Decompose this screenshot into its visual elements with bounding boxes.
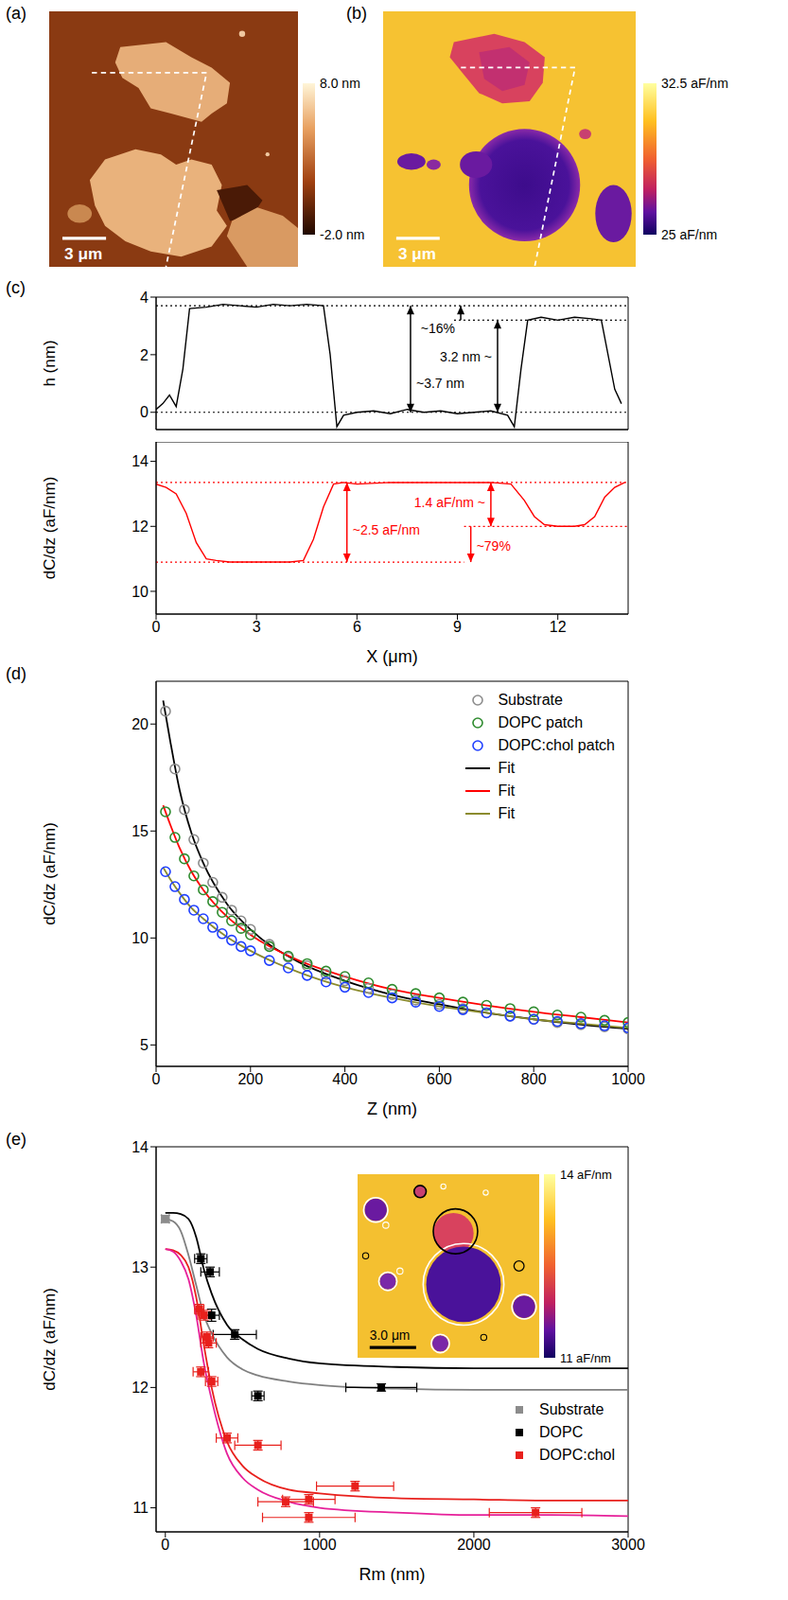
svg-text:3 μm: 3 μm <box>64 244 103 263</box>
svg-text:1000: 1000 <box>302 1536 337 1553</box>
html-text:(d): (d) <box>5 664 27 683</box>
svg-text:Rm (nm): Rm (nm) <box>359 1564 426 1584</box>
svg-text:14: 14 <box>131 453 149 470</box>
svg-text:~3.7 nm: ~3.7 nm <box>416 375 465 391</box>
svg-text:20: 20 <box>131 716 149 733</box>
svg-text:12: 12 <box>131 1379 149 1396</box>
html-text:DOPC patch: DOPC patch <box>497 714 583 731</box>
svg-text:14 aF/nm: 14 aF/nm <box>560 1167 613 1182</box>
svg-text:10: 10 <box>131 583 149 600</box>
html-text:DOPC: DOPC <box>539 1423 583 1440</box>
svg-text:13: 13 <box>131 1259 149 1276</box>
svg-text:dC/dz (aF/nm): dC/dz (aF/nm) <box>40 1287 59 1391</box>
svg-text:8.0 nm: 8.0 nm <box>319 75 361 91</box>
svg-text:dC/dz (aF/nm): dC/dz (aF/nm) <box>40 476 59 580</box>
svg-text:11: 11 <box>132 1499 149 1516</box>
svg-text:25 aF/nm: 25 aF/nm <box>661 227 718 243</box>
svg-text:6: 6 <box>352 618 362 635</box>
svg-text:3 μm: 3 μm <box>398 244 437 263</box>
svg-text:dC/dz (aF/nm): dC/dz (aF/nm) <box>40 822 59 926</box>
html-text:DOPC:chol: DOPC:chol <box>539 1446 615 1463</box>
svg-text:0: 0 <box>152 1070 161 1087</box>
svg-text:200: 200 <box>237 1070 263 1087</box>
html-text:(a): (a) <box>5 3 27 23</box>
svg-text:4: 4 <box>140 289 149 306</box>
html-text:(b): (b) <box>346 3 368 23</box>
svg-text:14: 14 <box>131 1138 149 1156</box>
svg-text:5: 5 <box>140 1036 149 1053</box>
svg-text:3.0 μm: 3.0 μm <box>369 1327 411 1343</box>
svg-text:400: 400 <box>332 1070 358 1087</box>
svg-text:3: 3 <box>252 618 262 635</box>
svg-text:600: 600 <box>426 1070 453 1087</box>
svg-text:12: 12 <box>549 618 567 635</box>
html-text:(c): (c) <box>5 278 26 298</box>
svg-text:15: 15 <box>131 823 149 840</box>
svg-text:1000: 1000 <box>611 1070 646 1087</box>
svg-text:800: 800 <box>521 1070 547 1087</box>
svg-text:11 aF/nm: 11 aF/nm <box>560 1350 612 1366</box>
html-text:Substrate: Substrate <box>497 691 563 708</box>
svg-text:Z (nm): Z (nm) <box>367 1099 418 1119</box>
svg-text:0: 0 <box>152 618 161 635</box>
html-text:DOPC:chol patch: DOPC:chol patch <box>497 736 615 753</box>
html-text:Fit: Fit <box>497 805 515 822</box>
html-text:(e): (e) <box>5 1129 27 1149</box>
svg-text:h (nm): h (nm) <box>40 339 59 386</box>
svg-text:2: 2 <box>140 347 149 364</box>
svg-text:3.2 nm ~: 3.2 nm ~ <box>439 349 492 365</box>
svg-text:~2.5 aF/nm: ~2.5 aF/nm <box>352 522 421 538</box>
svg-text:1.4 aF/nm ~: 1.4 aF/nm ~ <box>414 494 486 510</box>
html-text:Substrate: Substrate <box>539 1400 605 1418</box>
svg-text:10: 10 <box>131 929 149 946</box>
svg-text:3000: 3000 <box>611 1536 646 1553</box>
svg-text:~79%: ~79% <box>476 538 511 554</box>
svg-text:2000: 2000 <box>456 1536 491 1553</box>
svg-text:X (μm): X (μm) <box>366 647 418 666</box>
html-text:Fit: Fit <box>497 759 515 776</box>
html-text:Fit: Fit <box>497 782 515 799</box>
svg-text:9: 9 <box>453 618 462 635</box>
svg-text:0: 0 <box>160 1536 170 1553</box>
svg-text:32.5 aF/nm: 32.5 aF/nm <box>661 75 729 91</box>
svg-text:-2.0 nm: -2.0 nm <box>319 227 365 243</box>
svg-text:12: 12 <box>131 518 149 535</box>
svg-text:~16%: ~16% <box>420 320 456 336</box>
svg-text:0: 0 <box>140 403 149 421</box>
